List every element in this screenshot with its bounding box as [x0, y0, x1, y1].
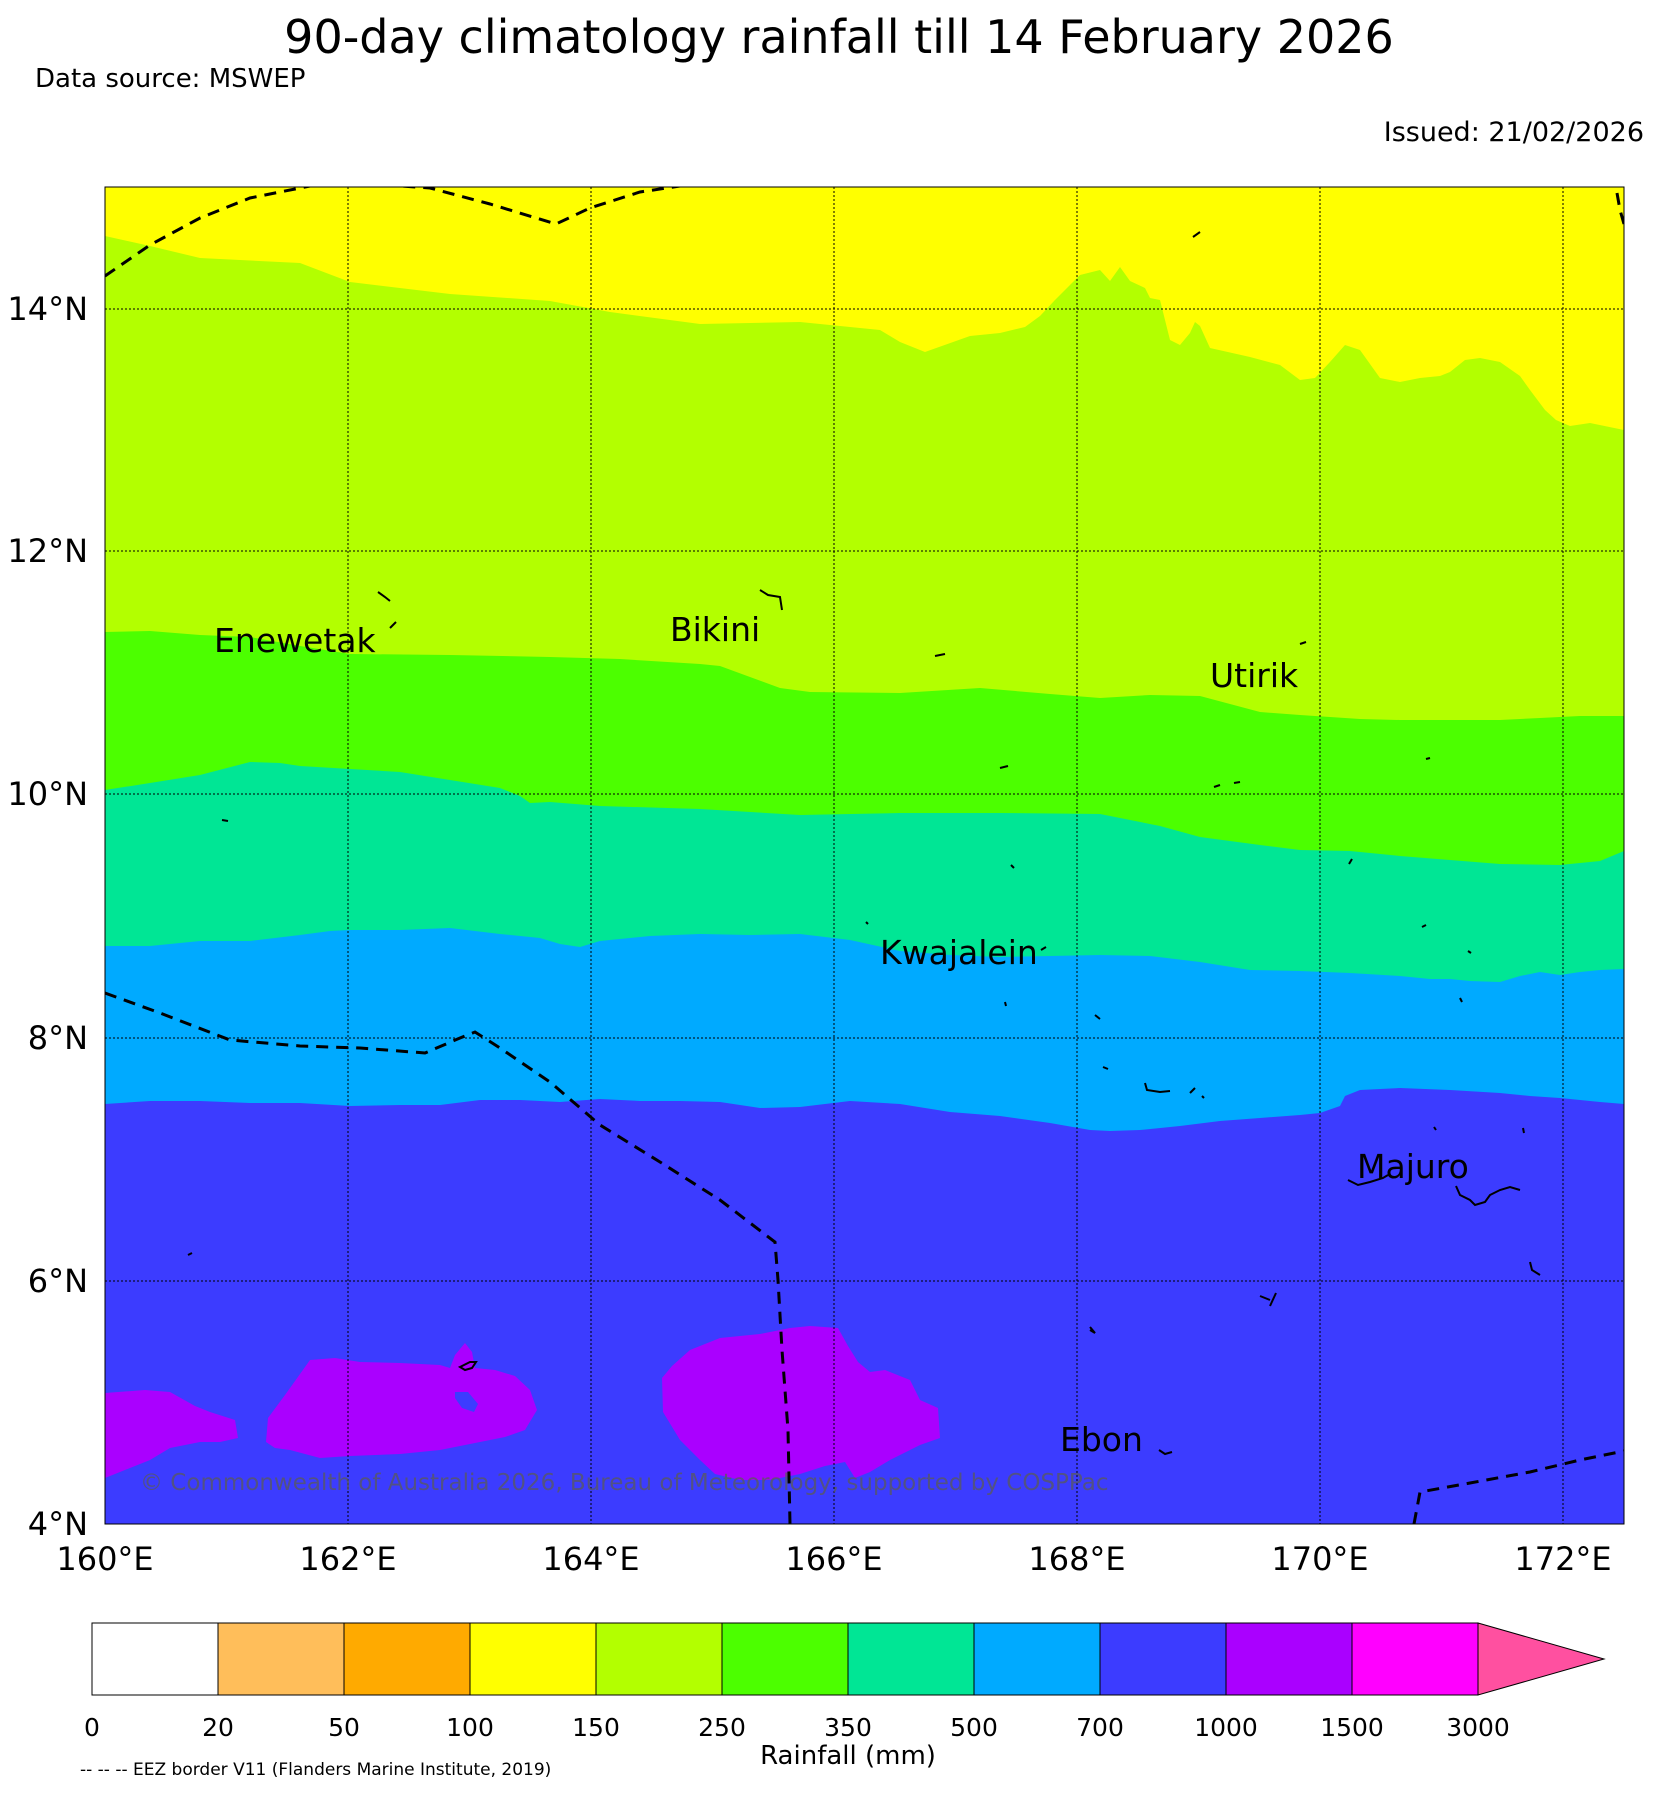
place-label-kwajalein: Kwajalein [880, 933, 1038, 972]
colorbar [91, 1622, 1606, 1696]
rain-patch-1000-1500-west [105, 1390, 238, 1478]
issued-date: Issued: 21/02/2026 [1383, 117, 1644, 148]
lat-tick-8: 8°N [28, 1019, 88, 1057]
colorbar-level-700: 700 [1076, 1713, 1124, 1742]
chart-title: 90-day climatology rainfall till 14 Febr… [284, 10, 1394, 64]
colorbar-extension-arrow [1477, 1622, 1606, 1696]
colorbar-swatch-150-250 [595, 1622, 723, 1696]
lon-tick-160: 160°E [56, 1540, 153, 1578]
lat-tick-14: 14°N [7, 290, 88, 328]
lat-tick-6: 6°N [28, 1262, 88, 1300]
lat-tick-12: 12°N [7, 532, 88, 570]
lon-tick-162: 162°E [299, 1540, 396, 1578]
colorbar-swatch-50-100 [343, 1622, 471, 1696]
colorbar-level-500: 500 [950, 1713, 998, 1742]
colorbar-level-1500: 1500 [1320, 1713, 1384, 1742]
colorbar-swatch-1000-1500 [1225, 1622, 1353, 1696]
lon-tick-172: 172°E [1514, 1540, 1611, 1578]
lat-tick-4: 4°N [28, 1505, 88, 1543]
plot-frame [104, 186, 1625, 1525]
lon-tick-170: 170°E [1271, 1540, 1368, 1578]
eez-footnote: -- -- -- EEZ border V11 (Flanders Marine… [80, 1760, 552, 1780]
eez-border [105, 187, 1624, 1524]
colorbar-swatch-20-50 [217, 1622, 345, 1696]
rain-patch-1000-1500-east [662, 1326, 940, 1480]
colorbar-level-1000: 1000 [1194, 1713, 1258, 1742]
place-label-bikini: Bikini [670, 610, 760, 649]
lat-tick-10: 10°N [7, 775, 88, 813]
colorbar-swatch-700-1000 [1099, 1622, 1227, 1696]
colorbar-level-3000: 3000 [1446, 1713, 1510, 1742]
colorbar-level-50: 50 [328, 1713, 360, 1742]
place-label-enewetak: Enewetak [214, 621, 377, 660]
colorbar-level-150: 150 [572, 1713, 620, 1742]
colorbar-level-0: 0 [84, 1713, 100, 1742]
rain-patch-1000-1500-central [266, 1343, 537, 1458]
colorbar-swatch-0-20 [91, 1622, 219, 1696]
colorbar-level-250: 250 [698, 1713, 746, 1742]
gridlines [105, 187, 1624, 1524]
colorbar-level-350: 350 [824, 1713, 872, 1742]
colorbar-swatch-500-700 [973, 1622, 1101, 1696]
place-label-utirik: Utirik [1210, 656, 1299, 695]
colorbar-title: Rainfall (mm) [760, 1741, 936, 1771]
lon-tick-166: 166°E [785, 1540, 882, 1578]
copyright-watermark: © Commonwealth of Australia 2026, Bureau… [140, 1470, 1109, 1496]
colorbar-swatch-100-150 [469, 1622, 597, 1696]
lon-tick-168: 168°E [1028, 1540, 1125, 1578]
atolls [187, 231, 1541, 1456]
colorbar-swatch-250-350 [721, 1622, 849, 1696]
lon-tick-164: 164°E [542, 1540, 639, 1578]
colorbar-swatch-350-500 [847, 1622, 975, 1696]
colorbar-swatch-1500-3000 [1351, 1622, 1479, 1696]
data-source: Data source: MSWEP [35, 64, 306, 94]
place-label-ebon: Ebon [1060, 1420, 1143, 1459]
colorbar-level-100: 100 [446, 1713, 494, 1742]
colorbar-level-20: 20 [202, 1713, 234, 1742]
place-label-majuro: Majuro [1357, 1147, 1469, 1186]
